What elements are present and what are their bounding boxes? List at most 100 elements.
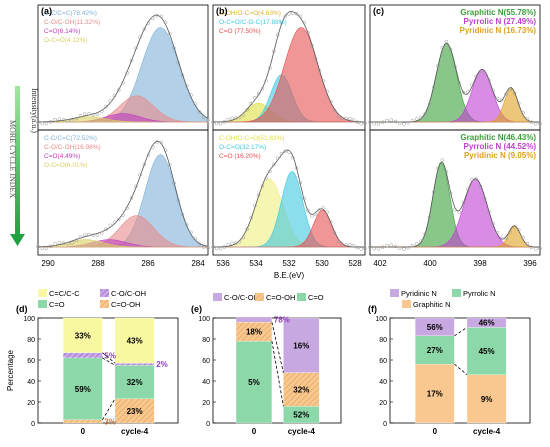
data-point [508,87,512,92]
connector-line [271,341,284,407]
data-point [351,243,356,248]
data-point [317,68,322,73]
data-point [500,98,504,102]
chart-frame [37,317,179,424]
data-point [78,235,83,239]
xps-frame [369,129,541,256]
data-point [372,246,376,251]
data-point [294,12,299,16]
connector-line [454,363,468,376]
data-point [129,58,134,63]
data-point [49,244,53,249]
y-tick-label: 40 [27,379,35,386]
data-point [444,170,449,174]
data-point [260,87,265,91]
x-tick-label: 0 [252,427,257,436]
data-point [100,231,104,235]
bar-segment [283,317,320,373]
data-point [283,14,287,19]
data-point [294,166,299,170]
data-point [340,116,344,121]
x-tick-label: 284 [191,259,205,268]
data-point [57,241,61,245]
data-point [344,116,348,121]
data-point [310,43,314,48]
data-point [351,118,356,122]
bar-segment [415,317,455,337]
y-tick-label: 20 [27,400,35,407]
legend-swatch [452,289,461,297]
chart-frame [212,317,342,424]
data-point [283,149,287,153]
data-point [245,227,249,231]
data-point [298,14,303,19]
y-tick-label: 80 [27,337,35,344]
bar-hatch [63,352,103,358]
panel-label: (e) [191,304,202,314]
bar-hatch [236,322,272,342]
data-point [291,155,295,160]
data-point [517,101,521,105]
data-point [275,33,280,37]
data-point [138,35,142,39]
data-point [478,184,483,189]
legend-2-bot-2: Pyridinic N (9.05%) [464,151,536,160]
x-tick-label: cycle-4 [121,427,149,436]
x-tick-label: 286 [141,259,155,268]
data-label: 16% [293,341,309,350]
data-point [279,151,284,156]
data-point [348,116,352,121]
data-point [112,220,117,224]
bar-segment [63,357,103,420]
y-axis-title: Percentage [6,349,15,390]
data-point [538,121,542,126]
data-label: 23% [127,407,143,416]
legend-label: C-O/C-OH [224,293,259,302]
data-point [234,116,238,120]
data-point [470,83,474,87]
data-point [253,203,257,208]
data-point [423,112,427,116]
data-point [112,93,117,98]
data-point [406,121,410,125]
data-point [470,177,474,182]
data-point [40,246,44,251]
data-label: 46% [479,319,495,328]
data-point [355,120,360,125]
data-label: 5% [248,378,260,387]
data-point [525,241,529,246]
x-tick-label: 288 [91,259,105,268]
x-tick-label: 402 [373,259,387,268]
legend-1-top-1: O-C=O/C-O-C(17.88%) [219,19,287,26]
y-tick-label: 20 [202,400,210,407]
data-label: 5% [104,351,116,360]
data-point [241,113,246,117]
legend-0-bot-1: C-O/C-OH(16.98%) [44,144,101,151]
data-point [129,196,134,200]
data-label: 78% [274,316,290,325]
data-point [87,232,91,237]
panel-label: (d) [16,304,28,314]
data-point [449,191,453,196]
data-point [517,228,521,232]
y-tick-label: 80 [379,337,387,344]
data-point [146,21,151,25]
data-point [91,113,95,117]
data-point [432,85,436,89]
envelope-2-bot [370,161,541,248]
panel-label: (b) [216,6,228,16]
data-point [172,46,176,50]
connector-line [102,357,116,366]
data-point [415,117,419,121]
data-point [146,153,151,157]
data-point [363,246,367,251]
data-point [325,89,329,94]
legend-0-top-1: C-O/C-OH(11.32%) [44,19,100,26]
data-point [385,118,389,123]
y-tick-label: 100 [23,316,35,323]
connector-line [271,322,284,373]
y-tick-label: 40 [379,379,387,386]
connector-line [102,398,116,421]
data-point [368,245,372,249]
bar-segment [466,317,507,328]
